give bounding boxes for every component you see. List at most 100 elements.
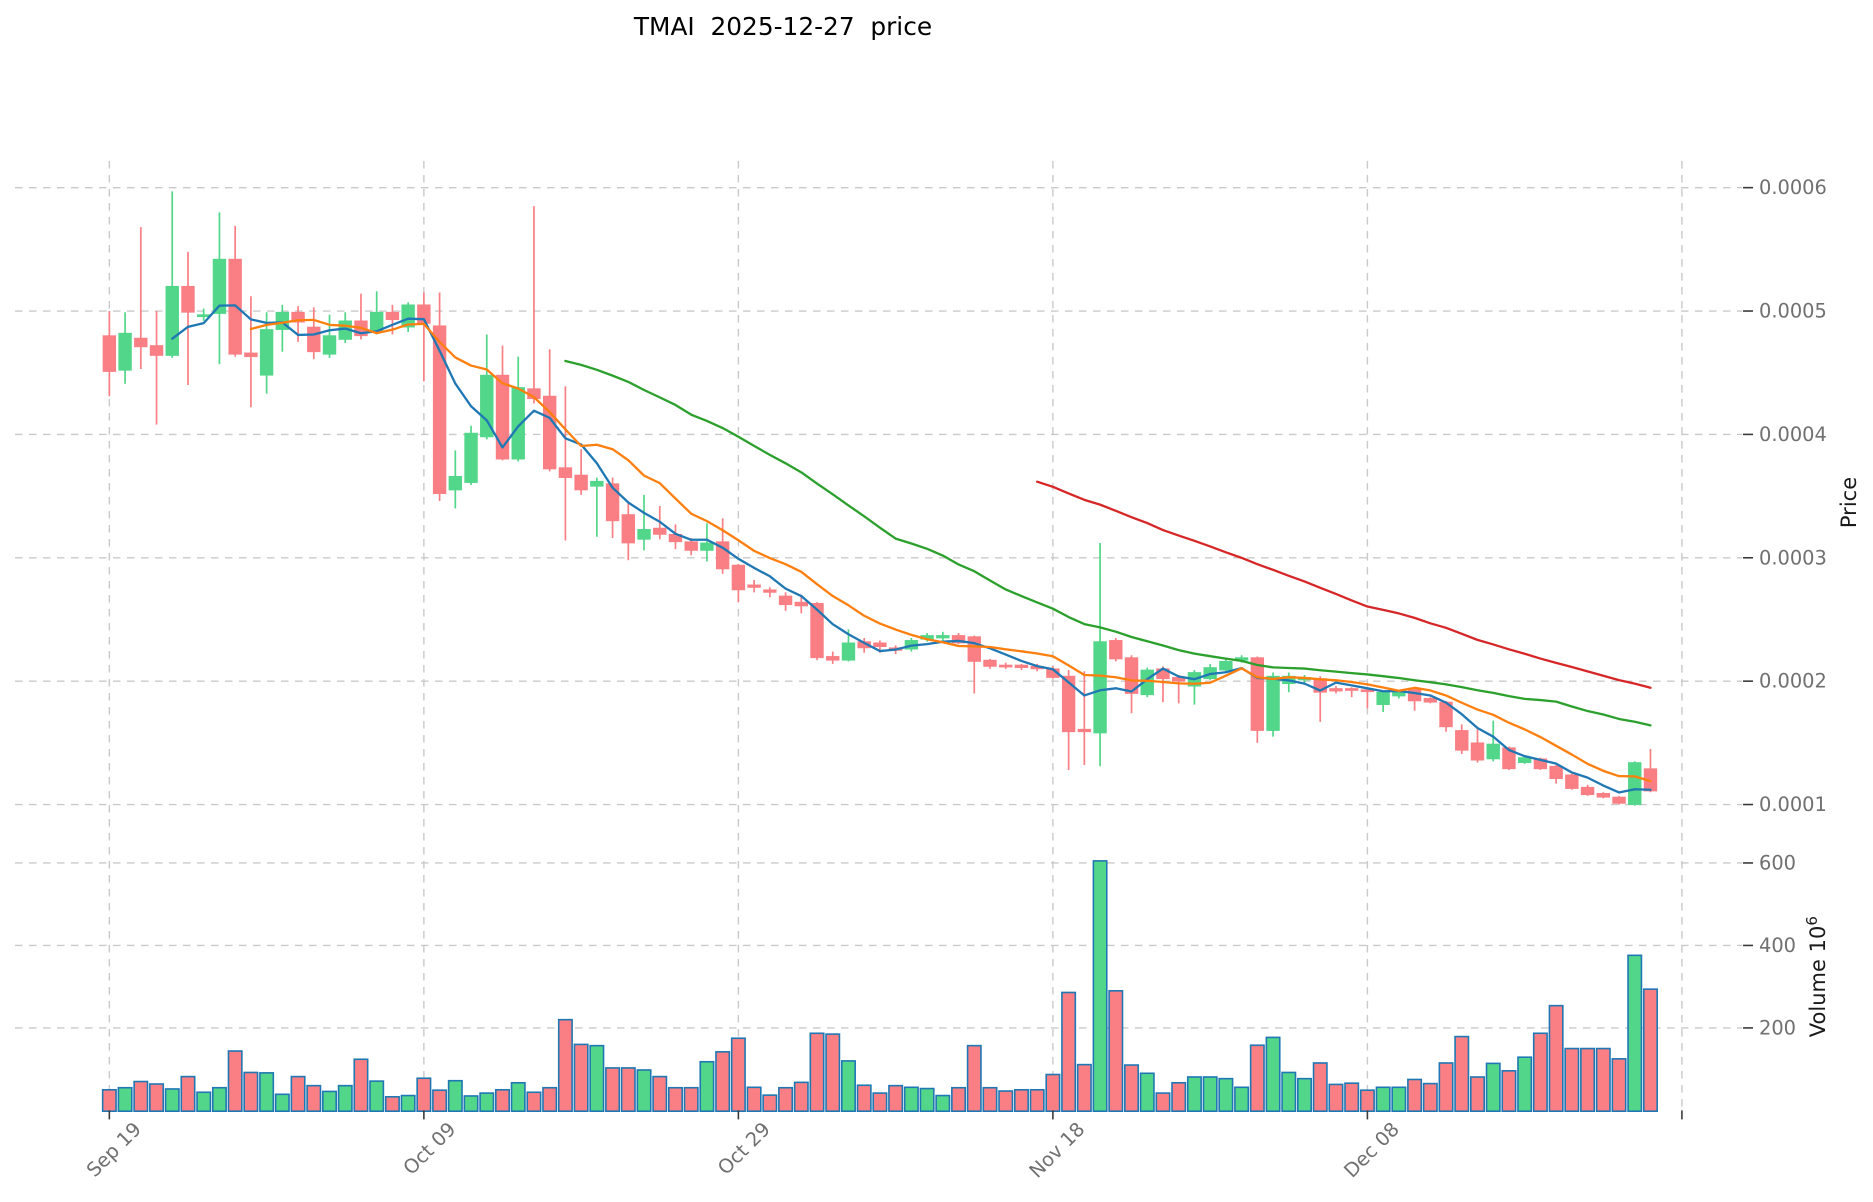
candle-body — [841, 642, 856, 661]
volume-bar — [1532, 1032, 1548, 1113]
candle-body — [1376, 691, 1390, 705]
candle-body — [1250, 657, 1265, 731]
price-tick-label: 0.0003 — [1759, 546, 1827, 569]
volume-bar — [1013, 1088, 1029, 1112]
volume-bar — [1186, 1076, 1202, 1112]
volume-bar — [652, 1075, 668, 1113]
price-axis-label: Price — [1837, 477, 1861, 528]
candle-body — [1455, 730, 1469, 751]
price-tick-label: 0.0001 — [1759, 793, 1827, 816]
candle-body — [1109, 640, 1123, 660]
volume-bar — [1485, 1062, 1501, 1112]
volume-bar — [1454, 1035, 1470, 1113]
candle-body — [1549, 765, 1563, 780]
volume-bar — [1124, 1064, 1140, 1112]
volume-bar — [919, 1087, 935, 1113]
date-tick-label: Oct 09 — [399, 1118, 461, 1180]
candle-body — [1014, 664, 1029, 668]
volume-bar — [966, 1044, 982, 1112]
candle-body — [495, 374, 510, 460]
candle-body — [244, 352, 258, 358]
volume-bar — [573, 1043, 589, 1113]
candle-body — [1517, 757, 1532, 763]
volume-bar — [1139, 1072, 1155, 1113]
volume-bar — [762, 1094, 778, 1113]
volume-bar — [982, 1086, 998, 1112]
volume-bar — [1155, 1092, 1171, 1112]
volume-bar — [699, 1060, 715, 1112]
volume-bar — [259, 1072, 275, 1112]
volume-bar — [243, 1071, 259, 1113]
volume-bar — [1265, 1036, 1281, 1113]
volume-bar — [1642, 988, 1658, 1112]
candle-body — [999, 664, 1013, 668]
volume-bar — [180, 1075, 196, 1113]
candle-body — [1093, 641, 1107, 734]
volume-bar — [605, 1067, 621, 1113]
chart-title: TMAI 2025-12-27 price — [633, 12, 933, 41]
candle-body — [197, 314, 211, 318]
volume-bar — [1375, 1086, 1391, 1113]
volume-bar — [400, 1094, 416, 1112]
candle-body — [322, 335, 337, 355]
volume-bar — [1045, 1073, 1061, 1112]
candle-body — [826, 656, 840, 661]
volume-bar — [620, 1067, 636, 1113]
candle-body — [369, 311, 384, 332]
candle-body — [259, 329, 274, 376]
candle-body — [951, 635, 966, 644]
candle-body — [967, 636, 981, 662]
date-tick-label: Oct 29 — [713, 1118, 775, 1180]
volume-bar — [353, 1058, 369, 1112]
volume-bar — [667, 1086, 683, 1112]
volume-bar — [778, 1086, 794, 1112]
volume-bar — [1281, 1071, 1297, 1113]
candle-body — [936, 635, 950, 639]
candle-body — [873, 642, 887, 648]
volume-bar — [557, 1018, 573, 1112]
candle-body — [1486, 743, 1500, 760]
candle-body — [637, 529, 651, 540]
volume-bar — [384, 1095, 400, 1113]
candle-body — [102, 335, 117, 372]
candle-body — [590, 480, 604, 487]
volume-bar — [1564, 1047, 1580, 1113]
candle-body — [1124, 657, 1139, 694]
volume-bar — [872, 1092, 888, 1112]
volume-bar — [1029, 1088, 1045, 1112]
volume-bar — [998, 1090, 1014, 1113]
date-tick-label: Sep 19 — [82, 1118, 146, 1182]
price-tick-label: 0.0004 — [1759, 423, 1827, 446]
candle-body — [763, 589, 777, 593]
candle-body — [181, 285, 195, 313]
volume-bar — [1092, 860, 1108, 1112]
volume-bar — [636, 1069, 652, 1112]
candle-body — [1329, 688, 1343, 692]
candle-body — [464, 432, 478, 483]
candle-body — [1266, 675, 1280, 731]
volume-bar — [730, 1037, 746, 1113]
volume-bar — [447, 1079, 463, 1113]
candle-body — [291, 311, 305, 323]
candle-body — [149, 345, 164, 356]
price-tick-label: 0.0006 — [1759, 176, 1827, 199]
volume-bar — [542, 1086, 558, 1112]
candle-body — [653, 527, 667, 535]
candle-body — [794, 601, 808, 607]
volume-bar — [856, 1084, 872, 1112]
candle-body — [165, 285, 179, 356]
volume-bar — [416, 1077, 432, 1113]
price-tick-label: 0.0005 — [1759, 300, 1827, 323]
candle-body — [134, 337, 148, 348]
candle-body — [1502, 747, 1516, 770]
volume-bar — [746, 1086, 762, 1113]
volume-bar — [101, 1088, 117, 1112]
volume-bar — [809, 1032, 825, 1113]
volume-bar — [1517, 1056, 1533, 1113]
volume-bar — [463, 1095, 479, 1113]
volume-bar — [337, 1084, 353, 1113]
volume-bar — [1407, 1078, 1423, 1112]
volume-bar — [935, 1094, 951, 1112]
